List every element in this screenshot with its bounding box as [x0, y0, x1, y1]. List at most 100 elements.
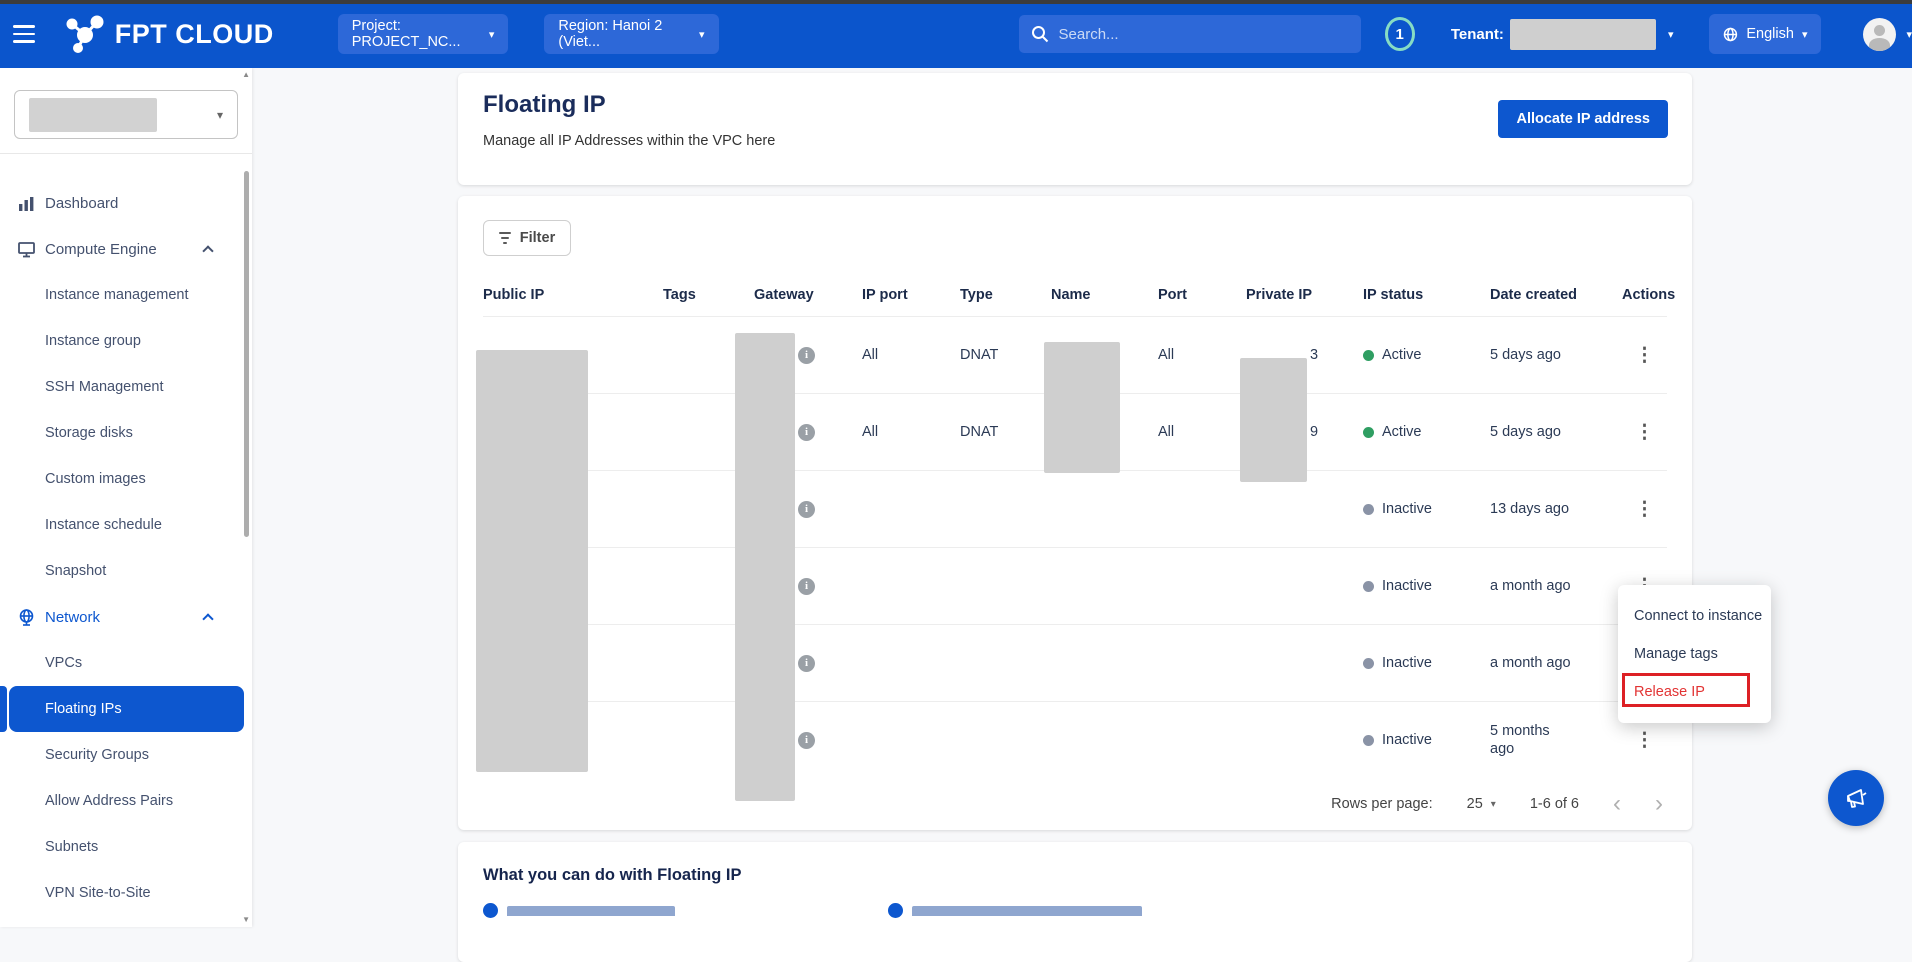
tenant-label: Tenant: — [1450, 25, 1504, 43]
sidebar-item-network[interactable]: Network — [0, 594, 252, 640]
sidebar-item-subnets[interactable]: Subnets — [45, 839, 99, 855]
menu-item-manage-tags[interactable]: Manage tags — [1634, 646, 1718, 662]
status-badge: Inactive — [1363, 655, 1490, 671]
chevron-down-icon: ▾ — [216, 107, 223, 122]
search-input[interactable] — [1058, 25, 1349, 43]
sidebar-nav: Dashboard Compute Engine Instance manage… — [0, 180, 252, 927]
info-icon[interactable]: i — [798, 423, 815, 441]
table-row: i All DNAT All 3 Active 5 days ago ⋮ — [483, 316, 1667, 393]
row-actions-kebab-icon[interactable]: ⋮ — [1630, 340, 1660, 370]
rows-per-page-select[interactable]: 25 ▾ — [1466, 796, 1496, 812]
sidebar-scroll-down-icon[interactable]: ▼ — [242, 915, 250, 924]
chevron-down-icon: ▾ — [488, 28, 495, 41]
col-actions: Actions — [1622, 287, 1676, 303]
filter-button[interactable]: Filter — [483, 220, 571, 256]
public-ip-column-redacted — [476, 350, 588, 772]
col-type: Type — [960, 287, 993, 303]
col-tags: Tags — [663, 287, 696, 303]
main-content: Floating IP Manage all IP Addresses with… — [252, 68, 1912, 962]
table-row: i Inactive 5 months ago ⋮ — [483, 701, 1667, 778]
link-bullet-icon — [483, 903, 498, 918]
sidebar-item-custom-images[interactable]: Custom images — [45, 471, 146, 487]
region-selector[interactable]: Region: Hanoi 2 (Viet... ▾ — [544, 14, 719, 54]
what-you-can-do-card: What you can do with Floating IP — [458, 842, 1692, 962]
globe-icon — [1724, 27, 1738, 41]
menu-icon[interactable] — [0, 0, 49, 68]
info-icon[interactable]: i — [798, 731, 815, 749]
status-badge: Inactive — [1363, 501, 1490, 517]
sidebar-item-instance-management[interactable]: Instance management — [45, 287, 189, 303]
row-actions-kebab-icon[interactable]: ⋮ — [1630, 725, 1660, 755]
sidebar-item-compute-engine[interactable]: Compute Engine — [0, 226, 252, 272]
col-gateway: Gateway — [754, 287, 814, 303]
allocate-ip-button[interactable]: Allocate IP address — [1498, 100, 1668, 138]
vpc-name-redacted — [29, 97, 157, 132]
sidebar-item-instance-group[interactable]: Instance group — [45, 333, 141, 349]
menu-item-release-ip[interactable]: Release IP — [1634, 684, 1705, 700]
rows-per-page-label: Rows per page: — [1331, 796, 1433, 812]
chevron-down-icon: ▾ — [1667, 28, 1674, 41]
status-dot-active — [1363, 349, 1374, 361]
footer-links — [483, 903, 1667, 943]
sidebar-item-allow-address-pairs[interactable]: Allow Address Pairs — [45, 793, 174, 809]
sidebar-item-floating-ips[interactable]: Floating IPs — [9, 686, 244, 732]
account-menu[interactable]: ▾ — [1863, 17, 1912, 51]
status-badge: Inactive — [1363, 732, 1490, 748]
col-public-ip: Public IP — [483, 287, 545, 303]
footer-link[interactable] — [483, 903, 675, 918]
status-dot-inactive — [1363, 580, 1374, 592]
notification-badge[interactable]: 1 — [1384, 17, 1415, 51]
chevron-down-icon: ▾ — [698, 28, 705, 41]
footer-link[interactable] — [888, 903, 1142, 918]
row-actions-kebab-icon[interactable]: ⋮ — [1630, 494, 1660, 524]
status-dot-inactive — [1363, 734, 1374, 746]
project-selector[interactable]: Project: PROJECT_NC... ▾ — [337, 14, 509, 54]
row-actions-kebab-icon[interactable]: ⋮ — [1630, 417, 1660, 447]
sidebar-item-snapshot[interactable]: Snapshot — [45, 563, 107, 579]
search-bar[interactable] — [1018, 15, 1361, 53]
sidebar-item-dashboard[interactable]: Dashboard — [0, 180, 252, 226]
gateway-column-redacted — [735, 333, 795, 801]
pagination-bar: Rows per page: 25 ▾ 1-6 of 6 ‹ › — [483, 778, 1667, 830]
sidebar-scrollbar[interactable] — [244, 171, 249, 537]
tenant-name-redacted — [1509, 18, 1656, 50]
chevron-up-icon — [202, 613, 214, 625]
chevron-down-icon: ▾ — [1906, 28, 1912, 41]
announcement-fab[interactable] — [1828, 770, 1884, 826]
language-selector[interactable]: English ▾ — [1709, 14, 1822, 54]
sidebar-item-security-groups[interactable]: Security Groups — [45, 747, 149, 763]
info-icon[interactable]: i — [798, 346, 815, 364]
table-row: i Inactive 13 days ago ⋮ — [483, 470, 1667, 547]
bar-chart-icon — [19, 196, 34, 211]
chevron-down-icon: ▾ — [1490, 798, 1496, 810]
sidebar-item-ssh-management[interactable]: SSH Management — [45, 379, 164, 395]
page-subtitle: Manage all IP Addresses within the VPC h… — [483, 133, 776, 149]
pagination-range: 1-6 of 6 — [1529, 796, 1579, 812]
next-page-icon[interactable]: › — [1655, 790, 1663, 817]
page-header-card: Floating IP Manage all IP Addresses with… — [458, 73, 1692, 185]
link-text-clipped — [912, 906, 1142, 916]
menu-item-connect-to-instance[interactable]: Connect to instance — [1634, 608, 1763, 624]
sidebar-item-vpn-site-to-site[interactable]: VPN Site-to-Site — [45, 885, 151, 901]
table-header-row: Public IP Tags Gateway IP port Type Name… — [483, 274, 1675, 316]
col-date-created: Date created — [1490, 287, 1578, 303]
megaphone-icon — [1847, 789, 1867, 808]
status-dot-active — [1363, 426, 1374, 438]
footer-heading: What you can do with Floating IP — [483, 866, 742, 884]
info-icon[interactable]: i — [798, 500, 815, 518]
vpc-selector[interactable]: ▾ — [14, 90, 238, 139]
previous-page-icon[interactable]: ‹ — [1613, 790, 1621, 817]
chevron-up-icon — [202, 245, 214, 257]
sidebar-item-vpcs[interactable]: VPCs — [45, 655, 83, 671]
link-text-clipped — [507, 906, 675, 916]
sidebar-item-instance-schedule[interactable]: Instance schedule — [45, 517, 162, 533]
info-icon[interactable]: i — [798, 654, 815, 672]
sidebar-scroll-up-icon[interactable]: ▲ — [242, 70, 250, 79]
tenant-selector[interactable]: Tenant: ▾ — [1450, 18, 1674, 50]
sidebar-item-ddos-protection[interactable]: DDoS Protection — [0, 916, 252, 927]
table-row: i Inactive a month ago ⋮ — [483, 547, 1667, 624]
status-badge: Active — [1363, 347, 1490, 363]
info-icon[interactable]: i — [798, 577, 815, 595]
sidebar-item-storage-disks[interactable]: Storage disks — [45, 425, 133, 441]
private-ip-partial: 9 — [1310, 424, 1319, 440]
